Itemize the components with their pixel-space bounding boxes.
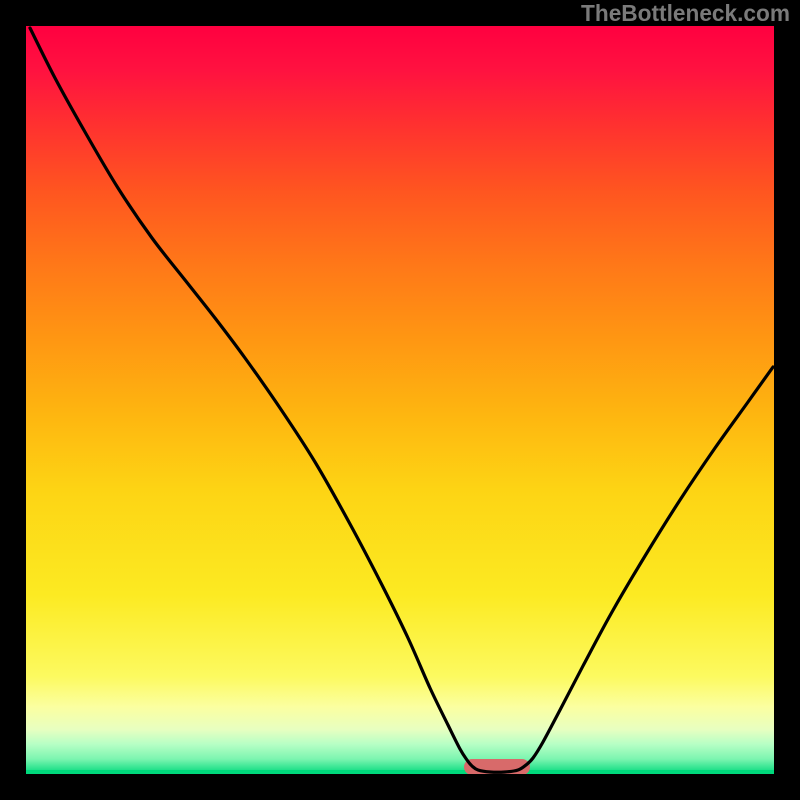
bottleneck-chart xyxy=(0,0,800,800)
watermark-text: TheBottleneck.com xyxy=(581,0,790,27)
chart-container: TheBottleneck.com xyxy=(0,0,800,800)
chart-background-gradient xyxy=(26,26,774,774)
chart-baseline-bar xyxy=(26,770,774,774)
